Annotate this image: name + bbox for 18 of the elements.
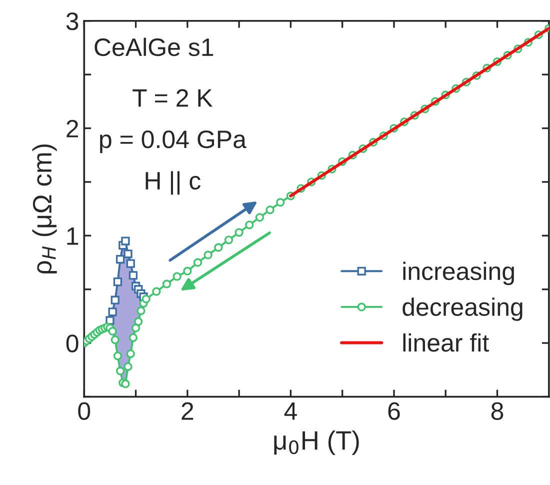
y-axis-title: ρ$_{H}$ (μΩ cm): [32, 144, 57, 274]
annotation: CeAlGe s1: [94, 38, 214, 56]
annotation: p = 0.04 GPa: [100, 130, 246, 154]
y-tick-label: 1: [67, 228, 78, 245]
x-axis-title: μ$_{0}$H (T): [274, 430, 359, 456]
x-tick-label: 2: [182, 402, 194, 420]
x-tick-label: 6: [388, 402, 400, 420]
annotation: T = 2 K: [132, 89, 213, 107]
y-tick-label: 0: [66, 334, 78, 352]
x-tick-label: 4: [284, 402, 297, 420]
x-tick-label: 8: [491, 402, 504, 420]
annotation: H || c: [146, 171, 201, 195]
y-tick-label: 2: [66, 120, 78, 138]
legend-label: increasing: [403, 262, 514, 286]
legend-label: linear fit: [403, 333, 489, 352]
legend-label: decreasing: [402, 298, 522, 321]
x-tick-label: 0: [78, 402, 90, 420]
y-tick-label: 3: [66, 12, 78, 30]
